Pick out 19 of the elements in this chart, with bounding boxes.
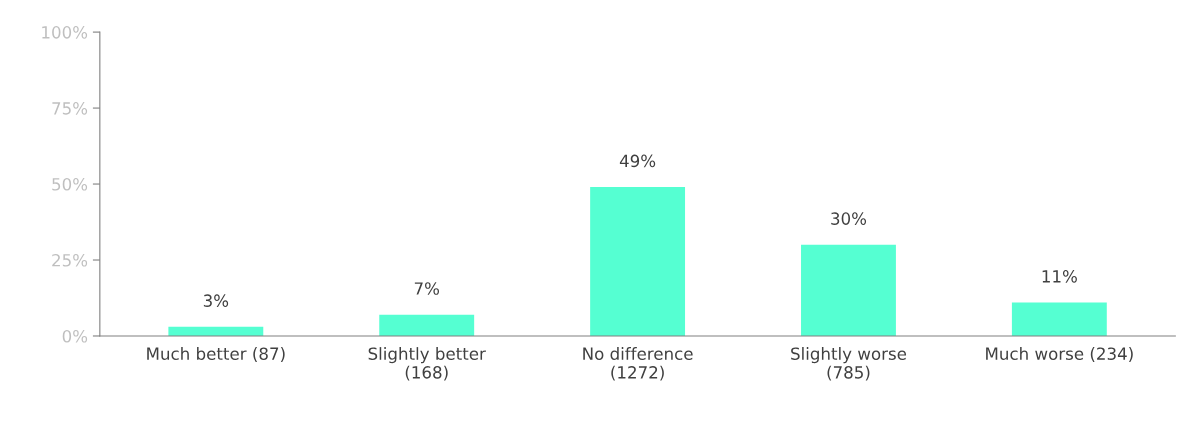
data-label: 49%: [619, 154, 656, 168]
x-tick-label: Much better (87): [147, 347, 285, 362]
x-tick-label: No difference (1272): [583, 347, 693, 381]
bar: [590, 187, 686, 336]
y-tick-label: 100%: [42, 26, 88, 39]
y-tick-label: 25%: [52, 253, 88, 267]
x-tick-label: Much worse (234): [986, 347, 1133, 362]
x-tick-label: Slightly worse (785): [791, 347, 907, 381]
data-label: 11%: [1042, 270, 1077, 283]
y-tick-label: 0%: [62, 329, 88, 343]
data-label: 30%: [831, 212, 867, 225]
bar: [801, 244, 896, 336]
data-label: 3%: [203, 294, 229, 307]
x-tick-label: Slightly better (168): [368, 347, 486, 381]
bar: [1011, 302, 1107, 336]
bar: [379, 314, 475, 336]
y-tick-label: 75%: [52, 102, 88, 115]
y-tick-label: 50%: [52, 178, 88, 191]
data-label: 7%: [414, 282, 440, 295]
